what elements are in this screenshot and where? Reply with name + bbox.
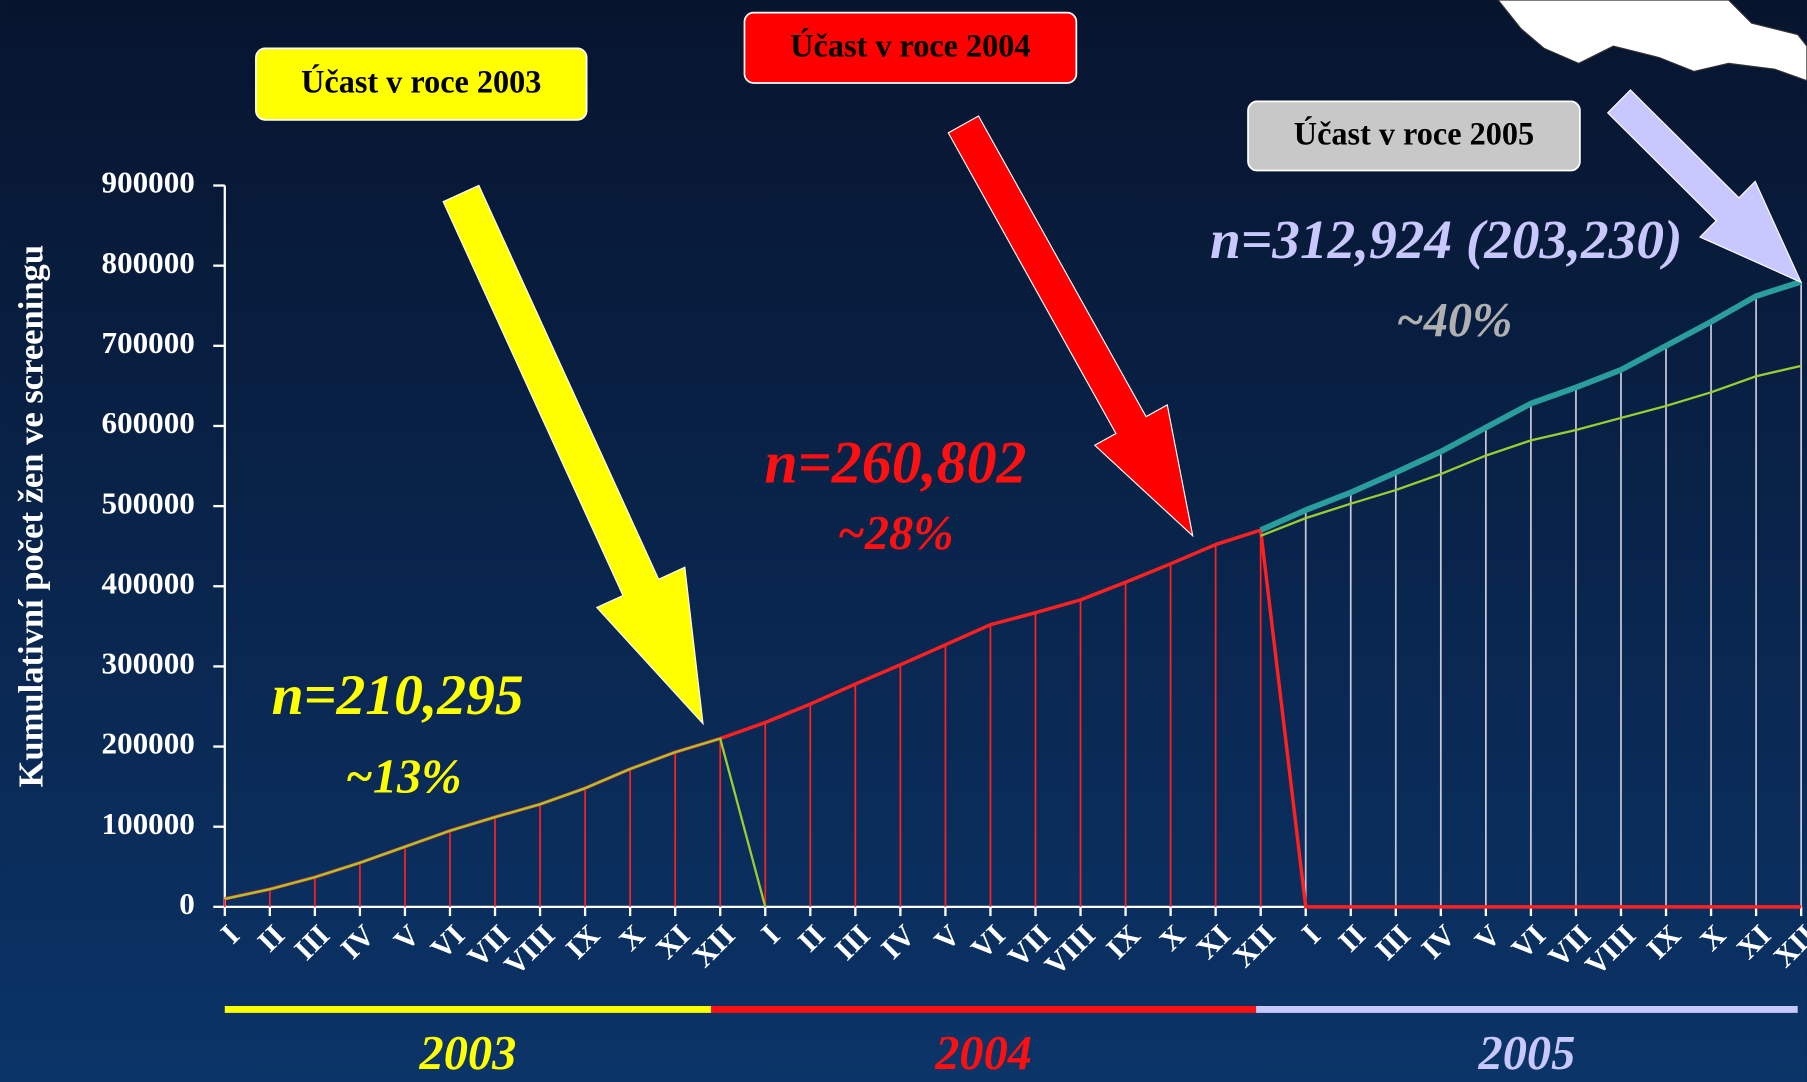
y-tick-label: 400000 xyxy=(102,565,195,600)
year-label: 2004 xyxy=(934,1027,1032,1080)
arrow xyxy=(947,115,1194,538)
series-line xyxy=(224,737,767,908)
y-tick-label: 900000 xyxy=(102,165,195,200)
legend-box xyxy=(1247,100,1581,172)
y-tick-label: 200000 xyxy=(102,726,195,761)
map xyxy=(1497,0,1807,82)
series-line xyxy=(1259,278,1803,533)
y-tick-label: 300000 xyxy=(102,646,195,681)
arrow xyxy=(1606,89,1803,284)
y-tick-label: 100000 xyxy=(102,806,195,841)
year-label: 2005 xyxy=(1478,1027,1576,1080)
arrow xyxy=(442,184,704,726)
annotation: n=210,295 xyxy=(272,664,524,727)
annotation: ~40% xyxy=(1396,294,1512,347)
legend-box xyxy=(255,47,588,121)
y-tick-label: 600000 xyxy=(102,405,195,440)
annotation: ~13% xyxy=(345,750,461,803)
series-line xyxy=(1260,364,1802,537)
annotation: ~28% xyxy=(837,507,953,560)
y-tick-label: 500000 xyxy=(102,485,195,520)
annotation: n=260,802 xyxy=(764,430,1026,496)
legend-box-label: Účast v roce 2005 xyxy=(1294,116,1534,152)
annotation: n=312,924 (203,230) xyxy=(1210,209,1682,270)
y-tick-label: 700000 xyxy=(102,325,195,360)
y-tick-label: 0 xyxy=(179,886,195,921)
year-label: 2003 xyxy=(419,1027,517,1080)
legend-box xyxy=(743,11,1078,84)
y-axis-label: Kumulativní počet žen ve screeningu xyxy=(13,245,51,788)
legend-box-label: Účast v roce 2003 xyxy=(301,64,541,100)
y-tick-label: 800000 xyxy=(102,245,195,280)
legend-box-label: Účast v roce 2004 xyxy=(790,27,1030,63)
